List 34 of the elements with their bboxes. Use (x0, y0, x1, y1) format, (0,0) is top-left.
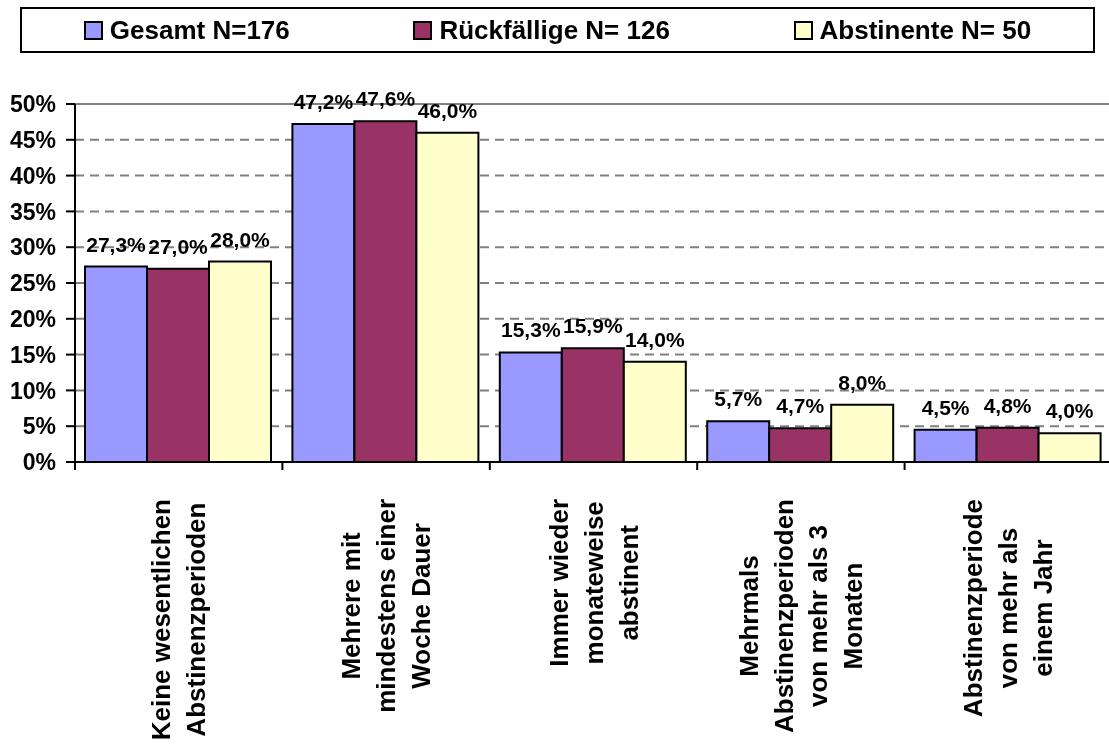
data-label: 46,0% (417, 98, 478, 122)
data-label: 8,0% (838, 370, 887, 394)
y-tick-label: 5% (22, 413, 56, 440)
x-tick-label: Mehrmals Abstinenzperioden von mehr als 3 Monaten (733, 499, 869, 734)
data-label: 4,8% (983, 393, 1032, 417)
y-tick-label: 10% (9, 377, 56, 404)
data-label: 14,0% (625, 327, 685, 351)
x-tick-label: Mehrere mit mindestens einer Woche Dauer (336, 499, 437, 713)
x-tick-label: Abstinenzperiode von mehr als einem Jahr (958, 499, 1059, 718)
data-label: 4,7% (776, 394, 825, 418)
y-tick-label: 50% (9, 91, 56, 118)
y-tick-label: 20% (9, 305, 56, 332)
data-label: 27,0% (148, 234, 209, 258)
y-tick-label: 45% (9, 126, 56, 153)
y-tick-label: 30% (9, 234, 56, 261)
data-label: 4,0% (1045, 399, 1094, 423)
data-label: 47,6% (355, 87, 416, 111)
y-tick-label: 25% (9, 270, 56, 297)
y-tick-label: 0% (22, 449, 56, 476)
data-label: 28,0% (210, 227, 271, 251)
legend-label: Gesamt N=176 (109, 14, 290, 46)
x-tick-label: Keine wesentlichen Abstinenzperioden (146, 498, 212, 741)
data-label: 15,3% (501, 318, 561, 342)
data-label: 5,7% (714, 387, 763, 411)
data-label: 47,2% (293, 90, 354, 114)
y-tick-label: 40% (9, 162, 56, 189)
data-label: 4,5% (921, 395, 970, 419)
legend-label: Rückfällige N= 126 (439, 14, 670, 46)
y-tick-label: 15% (9, 341, 56, 368)
y-tick-label: 35% (9, 198, 56, 225)
x-tick-label: Immer wieder monateweise abstinent (543, 498, 644, 667)
data-label: 15,9% (563, 314, 623, 338)
data-label: 27,3% (86, 232, 147, 256)
legend-label: Abstinente N= 50 (819, 14, 1032, 46)
